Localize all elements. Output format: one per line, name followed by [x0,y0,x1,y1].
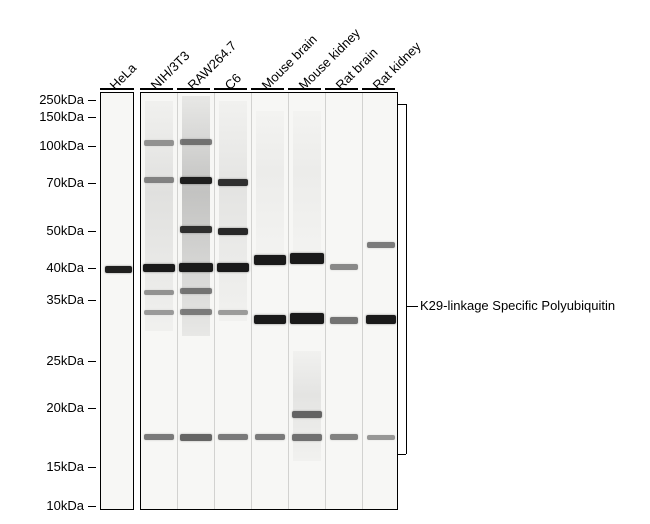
mw-label: 15kDa [0,459,84,474]
band [105,266,132,273]
lane-label: NIH/3T3 [148,48,193,93]
lane-head-bar [100,88,134,90]
band [144,310,175,315]
band [144,177,175,183]
bracket-pointer [406,306,418,307]
mw-tick [88,146,96,147]
band [180,226,212,233]
lane-separator [214,93,215,509]
band [180,434,212,441]
band [180,139,212,145]
panel-2 [140,92,398,510]
mw-tick [88,467,96,468]
figure-root: HeLa NIH/3T3 RAW264.7 C6 Mouse brain Mou… [0,0,650,524]
band [330,434,359,440]
band [218,310,249,315]
mw-tick [88,231,96,232]
band [254,315,286,324]
band [179,263,212,272]
smear [219,101,248,321]
mw-label: 40kDa [0,260,84,275]
band [217,263,249,272]
lane-separator [362,93,363,509]
smear [293,111,322,261]
lane-labels-region: HeLa NIH/3T3 RAW264.7 C6 Mouse brain Mou… [0,0,650,90]
band [330,264,359,270]
mw-label: 50kDa [0,223,84,238]
band [367,435,396,440]
band [144,290,175,295]
mw-label: 150kDa [0,109,84,124]
band [143,264,175,272]
mw-tick [88,506,96,507]
bracket-vertical [406,104,407,454]
band [254,255,286,265]
band [218,179,249,186]
band [180,177,212,184]
smear [256,111,285,261]
mw-label: 70kDa [0,175,84,190]
mw-label: 20kDa [0,400,84,415]
lane-separator [251,93,252,509]
mw-label: 35kDa [0,292,84,307]
mw-label: 100kDa [0,138,84,153]
band [144,434,175,440]
mw-tick [88,300,96,301]
lane-separator [288,93,289,509]
smear [182,96,211,336]
mw-label: 250kDa [0,92,84,107]
band [144,140,175,146]
mw-tick [88,117,96,118]
mw-tick [88,100,96,101]
lane-head-bar [325,88,358,90]
mw-tick [88,361,96,362]
mw-label: 25kDa [0,353,84,368]
band [255,434,286,440]
band [218,434,249,440]
lane-head-bar [177,88,210,90]
band [367,242,396,248]
lane-head-bar [214,88,247,90]
band [292,434,323,441]
annotation-text: K29-linkage Specific Polyubiquitin [420,298,615,313]
band [292,411,323,418]
band [366,315,397,324]
smear [293,351,322,461]
bracket-arm-bottom [398,454,406,455]
panel-1 [100,92,134,510]
mw-tick [88,183,96,184]
band [290,313,323,324]
mw-tick [88,408,96,409]
mw-label: 10kDa [0,498,84,513]
band [330,317,359,324]
bracket-arm-top [398,104,406,105]
lane-label: Rat kidney [370,39,424,93]
lane-head-bar [362,88,395,90]
lane-head-bar [251,88,284,90]
lane-head-bar [288,88,321,90]
band [218,228,249,235]
lane-head-bar [140,88,173,90]
lane-separator [325,93,326,509]
band [290,253,323,264]
band [180,309,212,315]
smear [145,101,174,331]
band [180,288,212,294]
lane-separator [177,93,178,509]
mw-tick [88,268,96,269]
